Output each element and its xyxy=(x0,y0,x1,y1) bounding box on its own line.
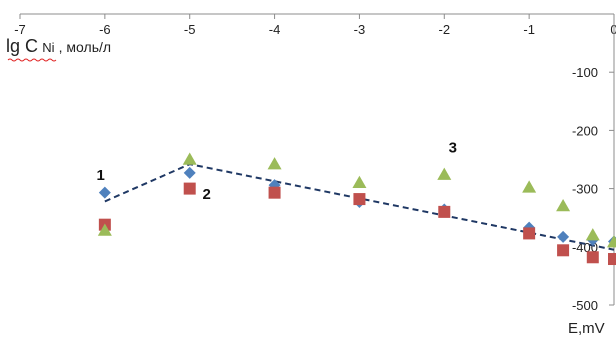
spellcheck-underline xyxy=(8,59,56,61)
series-layer xyxy=(98,153,616,266)
series-1 xyxy=(99,167,616,248)
x-axis: -7 -6 -5 -4 -3 -2 -1 0 xyxy=(14,14,616,37)
data-point-triangle xyxy=(556,199,570,211)
data-point-triangle xyxy=(522,180,536,192)
data-point-triangle xyxy=(183,153,197,165)
data-point-diamond xyxy=(557,231,569,243)
x-tick-label: -5 xyxy=(184,22,196,37)
x-tick-label: -1 xyxy=(523,22,535,37)
data-point-triangle xyxy=(268,157,282,169)
x-tick-label: -4 xyxy=(269,22,281,37)
data-point-square xyxy=(438,206,450,218)
y-tick-label: -100 xyxy=(572,65,598,80)
data-point-square xyxy=(184,183,196,195)
data-point-triangle xyxy=(437,168,451,180)
x-tick-label: -6 xyxy=(99,22,111,37)
series-2 xyxy=(99,183,616,265)
data-point-square xyxy=(523,227,535,239)
x-axis-title: E,mV xyxy=(568,320,605,337)
data-point-square xyxy=(353,193,365,205)
series-annotation: 2 xyxy=(203,186,211,203)
y-axis: -100-200-300-400-500 xyxy=(572,14,614,313)
data-point-square xyxy=(608,253,616,265)
y-axis-title-main: lg C xyxy=(6,36,38,56)
x-tick-label: -2 xyxy=(439,22,451,37)
series-annotation: 3 xyxy=(449,140,457,157)
data-point-square xyxy=(557,244,569,256)
y-tick-label: -500 xyxy=(572,298,598,313)
data-point-triangle xyxy=(586,228,600,240)
y-tick-label: -300 xyxy=(572,182,598,197)
data-point-square xyxy=(269,187,281,199)
y-tick-label: -200 xyxy=(572,123,598,138)
x-tick-label: -3 xyxy=(354,22,366,37)
x-tick-label: 0 xyxy=(610,22,616,37)
data-point-diamond xyxy=(184,167,196,179)
y-axis-title-sub: Ni xyxy=(42,40,54,55)
y-ticks: -100-200-300-400-500 xyxy=(572,14,614,313)
y-axis-title-suffix: , моль/л xyxy=(59,39,111,55)
x-ticks: -7 -6 -5 -4 -3 -2 -1 0 xyxy=(14,14,616,37)
y-axis-title: lg C Ni , моль/л xyxy=(6,36,111,56)
data-point-square xyxy=(587,251,599,263)
x-tick-label: -7 xyxy=(14,22,26,37)
data-point-triangle xyxy=(352,176,366,188)
series-annotation: 1 xyxy=(96,167,104,184)
data-point-diamond xyxy=(99,187,111,199)
